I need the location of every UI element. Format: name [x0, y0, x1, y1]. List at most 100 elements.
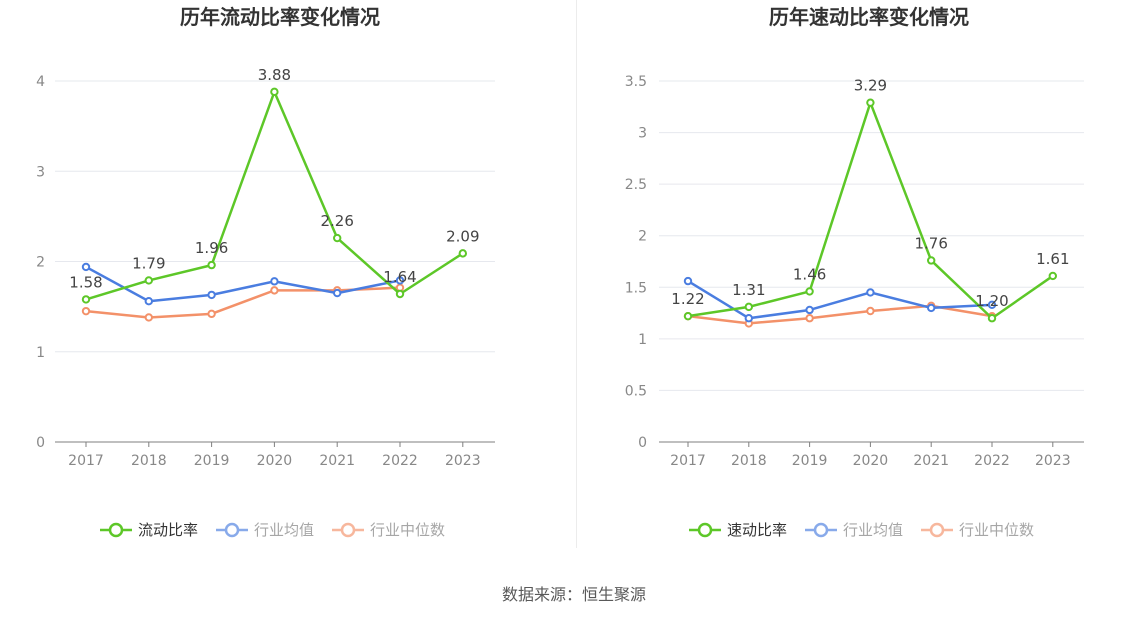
x-tick-label: 2022 — [382, 453, 418, 469]
data-point — [866, 288, 875, 297]
data-source-note: 数据来源：恒生聚源 — [501, 585, 646, 604]
chart-title: 历年流动比率变化情况 — [180, 5, 380, 29]
quick-ratio-chart-svg: 历年速动比率变化情况 0 0.5 1 1.5 2 2.5 3 3.5 2017 2018 2019 20… — [625, 5, 1084, 539]
data-point — [927, 256, 936, 265]
data-point — [805, 314, 814, 323]
data-point — [866, 306, 875, 316]
y-tick-label: 0 — [638, 435, 647, 451]
data-point — [805, 305, 814, 315]
data-point — [987, 314, 997, 323]
x-tick-label: 2018 — [131, 453, 167, 469]
legend-item[interactable]: 行业中位数 — [921, 521, 1034, 539]
y-tick-label: 1.5 — [625, 280, 647, 296]
data-point — [144, 313, 154, 322]
y-tick-label: 2 — [638, 229, 647, 245]
x-tick-label: 2023 — [1035, 453, 1071, 469]
series-line-industry-average — [85, 265, 401, 303]
legend-label: 行业均值 — [254, 521, 314, 539]
data-label: 1.79 — [132, 254, 165, 272]
x-tick-label: 2020 — [257, 453, 293, 469]
x-tick-label: 2023 — [445, 453, 481, 469]
data-point — [333, 233, 342, 243]
y-tick-label: 2.5 — [625, 177, 647, 193]
legend-marker — [108, 522, 124, 538]
data-label: 1.20 — [975, 292, 1008, 310]
x-tick-label: 2017 — [68, 453, 104, 469]
data-point — [207, 290, 216, 300]
data-point — [207, 309, 216, 319]
data-point — [144, 297, 154, 306]
legend-item[interactable]: 速动比率 — [689, 521, 787, 539]
data-label: 1.46 — [793, 265, 826, 283]
current-ratio-chart-svg: 历年流动比率变化情况 0 1 2 3 4 2017 2018 2019 2020 2021 2022 2… — [36, 5, 495, 539]
data-point — [207, 260, 216, 270]
legend-label: 速动比率 — [727, 521, 787, 539]
y-tick-label: 3 — [36, 164, 45, 180]
data-point — [744, 314, 754, 323]
data-point — [81, 306, 91, 316]
data-label: 1.61 — [1036, 250, 1069, 268]
data-label: 3.88 — [258, 66, 291, 84]
y-tick-label: 1 — [638, 332, 647, 348]
data-point — [81, 295, 91, 304]
current-ratio-chart: 历年流动比率变化情况 0 1 2 3 4 2017 2018 2019 2020 2021 2022 2… — [0, 0, 574, 560]
data-point — [270, 87, 279, 97]
data-point — [744, 302, 754, 312]
y-tick-label: 4 — [36, 74, 45, 90]
data-label: 1.76 — [914, 234, 947, 252]
y-tick-label: 0.5 — [625, 383, 647, 399]
data-point — [395, 276, 405, 285]
legend-marker — [929, 522, 945, 538]
legend-marker — [697, 522, 713, 538]
legend-label: 行业均值 — [843, 521, 903, 539]
data-point — [927, 303, 936, 313]
legend-marker — [224, 522, 240, 538]
data-point — [866, 98, 875, 107]
legend-item[interactable]: 行业均值 — [805, 521, 903, 539]
x-tick-label: 2018 — [731, 453, 767, 469]
data-point — [333, 288, 342, 298]
data-point — [144, 276, 154, 285]
data-label: 2.26 — [320, 212, 353, 230]
chart-divider — [576, 0, 577, 548]
data-label: 1.22 — [671, 290, 704, 308]
x-tick-label: 2022 — [974, 453, 1010, 469]
data-label: 1.58 — [69, 273, 102, 291]
data-point — [683, 311, 693, 321]
data-label: 1.64 — [383, 268, 416, 286]
legend-item[interactable]: 流动比率 — [100, 521, 198, 539]
quick-ratio-chart: 历年速动比率变化情况 0 0.5 1 1.5 2 2.5 3 3.5 2017 2018 2019 20… — [574, 0, 1148, 560]
x-tick-label: 2019 — [792, 453, 828, 469]
legend-marker — [340, 522, 356, 538]
data-point — [683, 276, 693, 286]
legend-label: 流动比率 — [138, 521, 198, 539]
data-point — [987, 300, 997, 310]
x-tick-label: 2021 — [913, 453, 949, 469]
y-tick-label: 3 — [638, 126, 647, 142]
x-tick-label: 2017 — [670, 453, 706, 469]
legend-item[interactable]: 行业均值 — [216, 521, 314, 539]
chart-title: 历年速动比率变化情况 — [769, 5, 969, 29]
legend-label: 行业中位数 — [959, 521, 1034, 539]
data-label: 1.31 — [732, 281, 765, 299]
x-tick-label: 2020 — [853, 453, 889, 469]
data-point — [805, 287, 814, 296]
data-point — [81, 262, 91, 272]
data-point — [270, 286, 279, 295]
data-label: 2.09 — [446, 227, 479, 245]
data-point — [270, 277, 279, 286]
series-line-industry-average — [687, 280, 993, 320]
legend-item[interactable]: 行业中位数 — [332, 521, 445, 539]
y-tick-label: 3.5 — [625, 74, 647, 90]
data-label: 1.96 — [195, 239, 228, 257]
x-tick-label: 2019 — [194, 453, 230, 469]
y-tick-label: 0 — [36, 435, 45, 451]
data-point — [458, 249, 467, 258]
legend-label: 行业中位数 — [370, 521, 445, 539]
data-point — [1048, 271, 1057, 281]
x-tick-label: 2021 — [319, 453, 355, 469]
y-tick-label: 1 — [36, 345, 45, 361]
data-label: 3.29 — [854, 77, 887, 95]
data-point — [395, 289, 405, 299]
